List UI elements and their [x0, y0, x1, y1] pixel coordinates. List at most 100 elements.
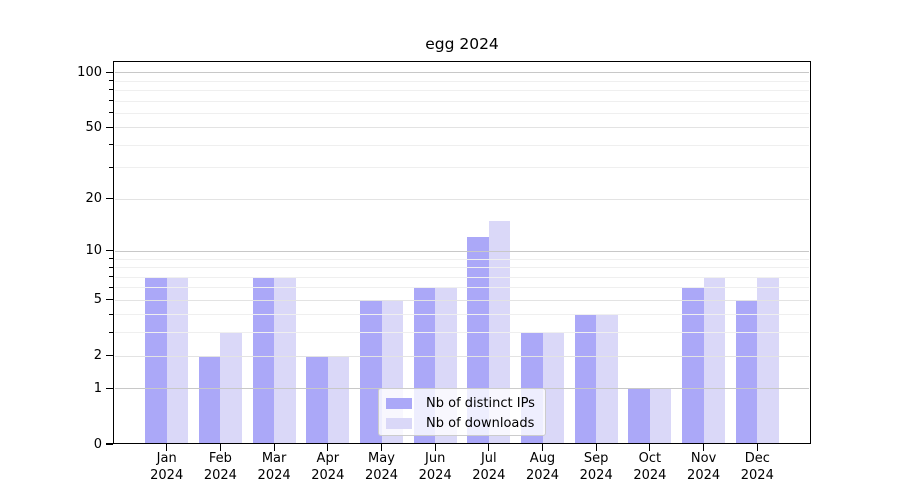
- x-axis-tick-label-line: Jun: [425, 451, 446, 466]
- legend-label: Nb of downloads: [426, 415, 535, 431]
- x-axis-tick-label: May 2024: [351, 451, 413, 484]
- gridline: [115, 299, 809, 301]
- x-axis-tick-label: Jun 2024: [404, 451, 466, 484]
- bar-downloads: [757, 276, 779, 444]
- gridline-major: [115, 72, 809, 74]
- chart-title: egg 2024: [425, 35, 499, 53]
- x-axis-tick: [273, 444, 275, 451]
- bar-downloads: [166, 276, 189, 444]
- x-axis-tick: [541, 444, 544, 451]
- x-axis-tick: [703, 444, 705, 451]
- x-axis-tick-label: Jan 2024: [136, 451, 198, 484]
- y-axis-tick: [106, 387, 114, 389]
- bar-downloads: [542, 332, 564, 444]
- bar-downloads: [596, 314, 618, 444]
- legend: Nb of distinct IPs Nb of downloads: [378, 388, 546, 436]
- x-axis-tick-label-line: 2024: [579, 467, 613, 483]
- y-axis-tick-label: 1: [93, 380, 102, 396]
- bar-downloads: [220, 332, 242, 444]
- x-axis-tick-label: Apr 2024: [297, 451, 359, 484]
- x-axis-tick-label-line: 2024: [150, 467, 184, 483]
- y-axis-tick-label: 0: [93, 436, 102, 452]
- x-axis-tick-label-line: Aug: [529, 451, 556, 466]
- y-axis-minor-tick: [109, 331, 114, 333]
- y-axis-tick: [106, 71, 114, 73]
- y-axis-tick: [106, 198, 114, 200]
- x-axis-tick-label-line: Dec: [744, 451, 770, 466]
- bar-distinct-ips: [574, 314, 597, 444]
- gridline-minor: [115, 100, 809, 102]
- y-axis-minor-tick: [109, 258, 114, 259]
- y-axis-minor-tick: [109, 276, 114, 277]
- x-axis-tick-label: Dec 2024: [726, 451, 788, 484]
- x-axis-tick-label-line: 2024: [525, 467, 560, 483]
- x-axis-tick-label-line: Sep: [583, 451, 609, 466]
- x-axis-tick-label-line: Oct: [638, 451, 662, 466]
- x-axis-tick: [166, 444, 168, 451]
- x-axis-tick-label-line: 2024: [472, 467, 506, 483]
- x-axis-tick-label: Nov 2024: [673, 451, 735, 484]
- gridline-minor: [115, 267, 809, 268]
- bar-downloads: [274, 276, 296, 444]
- y-axis-minor-tick: [109, 166, 114, 168]
- gridline-minor: [115, 258, 809, 260]
- bar-downloads: [327, 355, 350, 444]
- y-axis-tick: [106, 443, 114, 445]
- x-axis-tick-label: Feb 2024: [189, 451, 251, 484]
- y-axis-tick-label: 10: [85, 243, 102, 259]
- bar-distinct-ips: [306, 355, 328, 444]
- x-axis-tick-label: Jul 2024: [458, 451, 520, 484]
- x-axis-tick-label-line: 2024: [203, 467, 237, 483]
- bar-downloads: [703, 276, 726, 444]
- y-axis-tick-label: 20: [85, 191, 102, 207]
- gridline-minor: [115, 332, 809, 334]
- legend-label: Nb of distinct IPs: [426, 395, 535, 411]
- x-axis-tick-label-line: 2024: [364, 467, 399, 483]
- x-axis-tick: [756, 444, 758, 451]
- x-axis-tick-label-line: 2024: [687, 467, 721, 483]
- gridline-minor: [115, 276, 809, 278]
- y-axis-tick-label: 50: [85, 119, 102, 135]
- bar-distinct-ips: [360, 299, 382, 444]
- y-axis-minor-tick: [109, 112, 114, 114]
- x-axis-tick-label-line: Mar: [261, 451, 287, 466]
- x-axis-tick-label-line: Jul: [480, 451, 497, 466]
- x-axis-tick-label-line: 2024: [257, 467, 291, 483]
- legend-swatch-icon: [386, 397, 412, 409]
- legend-item: Nb of distinct IPs: [379, 393, 545, 413]
- gridline-minor: [115, 80, 809, 82]
- bar-distinct-ips: [252, 276, 275, 444]
- bar-downloads: [649, 388, 672, 444]
- y-axis-tick-label: 100: [77, 64, 102, 80]
- bar-distinct-ips: [628, 388, 650, 444]
- gridline-major: [115, 250, 809, 252]
- y-axis-tick: [106, 354, 114, 357]
- x-axis-tick-label-line: Apr: [316, 451, 340, 466]
- bar-distinct-ips: [682, 287, 704, 444]
- x-axis-tick-label-line: Jan: [156, 451, 177, 466]
- x-axis-tick-label-line: 2024: [633, 467, 667, 483]
- bar-distinct-ips: [198, 355, 221, 444]
- y-axis-minor-tick: [109, 313, 114, 315]
- x-axis-tick: [327, 444, 329, 451]
- x-axis-tick-label-line: Feb: [208, 451, 232, 466]
- gridline: [115, 355, 809, 357]
- y-axis-minor-tick: [109, 286, 114, 288]
- y-axis-tick-label: 5: [93, 292, 102, 308]
- y-axis-minor-tick: [109, 100, 114, 102]
- legend-swatch-icon: [386, 417, 412, 429]
- y-axis-minor-tick: [109, 144, 114, 146]
- legend-item: Nb of downloads: [379, 413, 545, 433]
- x-axis-tick: [219, 444, 221, 451]
- x-axis-tick: [434, 444, 436, 451]
- x-axis-tick-label-line: 2024: [740, 467, 774, 483]
- x-axis-tick-label-line: 2024: [418, 467, 452, 483]
- x-axis-tick: [649, 444, 651, 451]
- y-axis-minor-tick: [109, 266, 114, 268]
- y-axis-tick-label: 2: [93, 348, 102, 363]
- gridline-minor: [115, 167, 809, 169]
- gridline: [115, 198, 809, 200]
- x-axis-tick-label: Oct 2024: [619, 451, 681, 484]
- y-axis-tick: [106, 250, 114, 252]
